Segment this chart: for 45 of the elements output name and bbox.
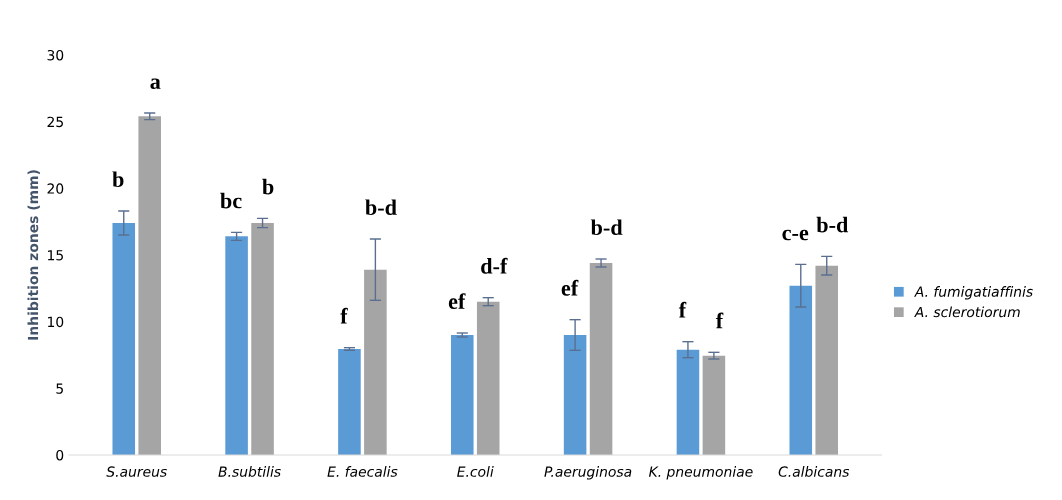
x-tick-label: B.subtilis	[218, 466, 281, 477]
x-tick-label: P.aeruginosa	[544, 466, 632, 480]
x-tick-label: E.coli	[457, 466, 494, 477]
bar	[225, 236, 248, 455]
annotation: b	[112, 171, 124, 188]
annotation: ef	[561, 279, 579, 296]
y-tick-label: 25	[47, 116, 63, 128]
y-tick-label: 0	[56, 449, 64, 461]
bar	[138, 116, 161, 455]
x-tick-label: S.aureus	[106, 466, 167, 477]
legend-label: A. fumigatiaffinis	[914, 286, 1033, 300]
y-tick-label: 15	[48, 250, 63, 261]
bar	[450, 335, 474, 455]
legend-label: A. sclerotiorum	[914, 306, 1020, 318]
annotation: f	[678, 301, 687, 318]
bar	[563, 335, 587, 455]
annotation: b-d	[590, 219, 623, 236]
annotation: d-f	[481, 257, 508, 274]
annotation: a	[150, 78, 161, 90]
bar	[338, 349, 361, 455]
bar	[702, 355, 726, 455]
annotation: b	[262, 178, 274, 195]
bar	[676, 349, 700, 455]
annotation: f	[340, 307, 348, 324]
bar	[112, 223, 136, 455]
bar	[476, 301, 500, 455]
x-tick-label: K. pneumoniae	[648, 466, 753, 480]
annotation: f	[715, 312, 724, 329]
bar	[364, 269, 387, 455]
y-tick-label: 30	[47, 49, 64, 61]
annotation: bc	[220, 192, 242, 209]
bar	[589, 263, 613, 455]
bar	[815, 265, 839, 455]
bar	[251, 223, 274, 455]
y-tick-label: 10	[48, 316, 64, 328]
y-tick-label: 20	[47, 183, 64, 194]
x-tick-label: C.albicans	[778, 466, 850, 477]
y-tick-label: 5	[56, 383, 63, 394]
annotation: ef	[448, 293, 466, 310]
y-axis-title: Inhibition zones (mm)	[27, 170, 40, 340]
bar	[789, 285, 813, 455]
annotation: b-d	[816, 216, 849, 233]
annotation: c-e	[782, 229, 809, 241]
annotation: b-d	[365, 199, 397, 216]
x-tick-label: E. faecalis	[327, 466, 398, 477]
